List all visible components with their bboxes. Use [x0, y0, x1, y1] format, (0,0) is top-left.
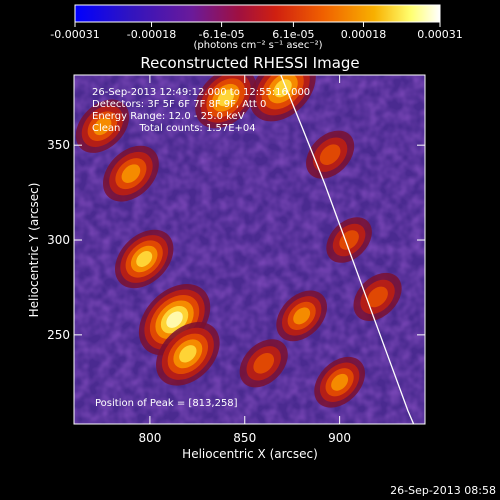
- emission-blob: [121, 164, 141, 183]
- x-tick-label: 850: [233, 431, 256, 445]
- colorbar-ticks: -0.00031 -0.00018 -6.1e-05 6.1e-05 0.00018 0.…: [50, 22, 463, 41]
- colorbar-tick-label: -6.1e-05: [198, 28, 244, 41]
- colorbar: -0.00031 -0.00018 -6.1e-05 6.1e-05 0.00018 0.…: [50, 4, 463, 51]
- y-axis-ticks: 250 300 350: [47, 138, 425, 342]
- y-tick-label: 250: [47, 328, 70, 342]
- emission-blob: [136, 251, 153, 267]
- emission-blob: [293, 307, 311, 325]
- emission-blob: [217, 89, 235, 107]
- y-tick-label: 350: [47, 138, 70, 152]
- emission-blob: [339, 230, 359, 250]
- emission-blob: [273, 79, 292, 98]
- plot-frame: [73, 74, 426, 425]
- emission-blob: [331, 373, 349, 391]
- footer-timestamp: 26-Sep-2013 08:58: [390, 484, 496, 497]
- annotation-energy: Energy Range: 12.0 - 25.0 keV: [92, 111, 245, 122]
- plot-area: [74, 75, 425, 424]
- annotation-time: 26-Sep-2013 12:49:12.000 to 12:55:16.000: [92, 87, 310, 98]
- x-axis-ticks: 800 850 900: [138, 75, 351, 445]
- colorbar-units: (photons cm⁻² s⁻¹ asec⁻²): [193, 40, 322, 51]
- x-tick-label: 900: [328, 431, 351, 445]
- annotation-detectors: Detectors: 3F 5F 6F 7F 8F 9F, Att 0: [92, 99, 266, 110]
- emission-blob: [319, 144, 341, 165]
- chart-title: Reconstructed RHESSI Image: [140, 54, 359, 72]
- colorbar-tick-label: -0.00031: [50, 28, 99, 41]
- colorbar-tick-label: 0.00031: [417, 28, 463, 41]
- y-tick-label: 300: [47, 233, 70, 247]
- colorbar-gradient: [74, 4, 441, 23]
- annotation-peak: Position of Peak = [813,258]: [95, 398, 238, 409]
- emission-blob: [179, 345, 197, 363]
- colorbar-tick-label: -0.00018: [127, 28, 176, 41]
- info-annotations: 26-Sep-2013 12:49:12.000 to 12:55:16.000…: [92, 87, 310, 409]
- emission-blob: [93, 117, 112, 136]
- x-tick-label: 800: [138, 431, 161, 445]
- solar-limb-curve: [280, 75, 415, 424]
- colorbar-tick-label: 6.1e-05: [272, 28, 314, 41]
- emission-blob: [367, 286, 388, 308]
- y-axis-label: Heliocentric Y (arcsec): [27, 183, 41, 318]
- x-axis-label: Heliocentric X (arcsec): [182, 447, 318, 461]
- emission-blob: [166, 311, 183, 328]
- annotation-clean: Clean Total counts: 1.57E+04: [92, 123, 256, 134]
- emission-blob: [253, 352, 275, 374]
- colorbar-tick-label: 0.00018: [341, 28, 387, 41]
